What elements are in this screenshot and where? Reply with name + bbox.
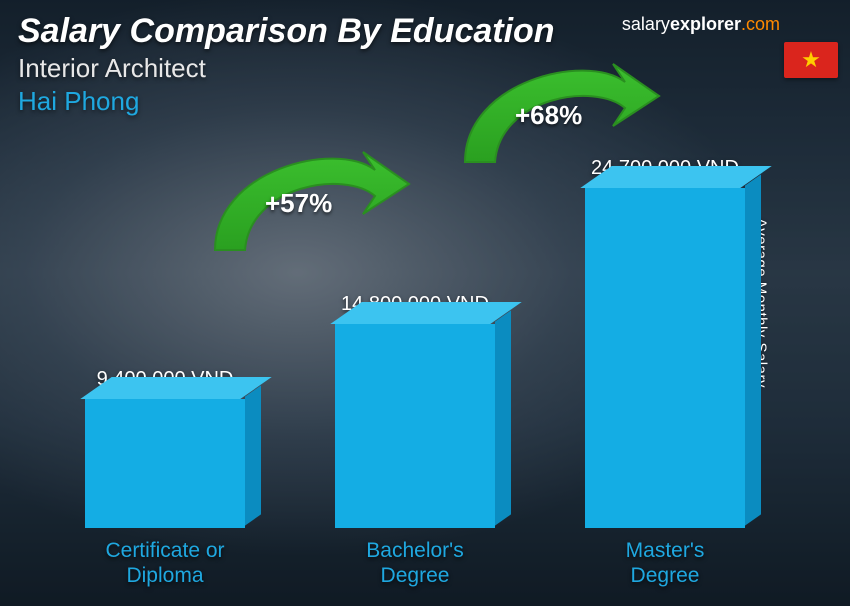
bar-category-label: Bachelor'sDegree	[366, 538, 463, 588]
bar-chart: 9,400,000 VND Certificate orDiploma 14,8…	[40, 68, 790, 588]
bar-column: 9,400,000 VND Certificate orDiploma	[53, 368, 278, 588]
brand-part3: .com	[741, 14, 780, 34]
bar-front-face	[335, 324, 495, 528]
bar-top-face	[80, 377, 271, 399]
bar-category-label: Master'sDegree	[626, 538, 705, 588]
bar-3d	[85, 399, 245, 528]
infographic-stage: Salary Comparison By Education Interior …	[0, 0, 850, 606]
brand-logo: salaryexplorer.com	[622, 14, 780, 35]
brand-part1: salary	[622, 14, 670, 34]
bar-column: 14,800,000 VND Bachelor'sDegree	[303, 293, 528, 588]
bar-front-face	[585, 188, 745, 528]
bar-front-face	[85, 399, 245, 528]
bar-category-label: Certificate orDiploma	[105, 538, 224, 588]
bar-top-face	[580, 166, 771, 188]
bar-3d	[585, 188, 745, 528]
bar-side-face	[245, 385, 261, 525]
bar-3d	[335, 324, 495, 528]
flag-vietnam-icon: ★	[784, 42, 838, 78]
star-icon: ★	[801, 49, 821, 71]
bar-top-face	[330, 302, 521, 324]
bar-side-face	[745, 174, 761, 525]
brand-part2: explorer	[670, 14, 741, 34]
bar-column: 24,700,000 VND Master'sDegree	[553, 157, 778, 588]
bar-side-face	[495, 310, 511, 525]
